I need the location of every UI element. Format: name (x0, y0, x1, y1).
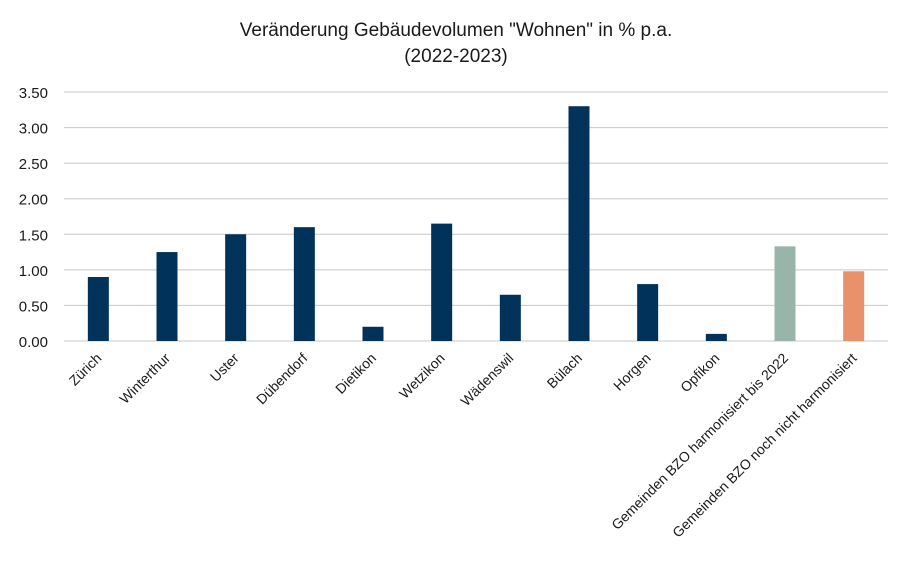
x-tick-label: Dietikon (332, 350, 379, 397)
x-tick-label: Bülach (544, 350, 586, 392)
y-tick-label: 0.50 (19, 298, 48, 315)
bar (293, 227, 315, 341)
x-tick-label: Horgen (610, 350, 654, 394)
y-tick-label: 2.50 (19, 156, 48, 173)
x-tick-label: Zürich (66, 350, 105, 389)
y-tick-label: 1.00 (19, 263, 48, 280)
bar (843, 271, 865, 341)
y-tick-label: 3.50 (19, 85, 48, 102)
y-tick-label: 2.00 (19, 192, 48, 209)
bar (156, 252, 178, 341)
x-axis-ticks: Zürich Winterthur Uster Dübendorf Dietikon We… (66, 350, 860, 541)
x-tick-label: Opfikon (677, 350, 722, 395)
bar (362, 326, 384, 341)
x-tick-label: Wädenswil (457, 350, 516, 409)
bar (499, 294, 521, 341)
x-tick-label: Dübendorf (253, 350, 311, 408)
bar (568, 106, 590, 341)
bar (774, 246, 796, 341)
bars (87, 106, 865, 341)
x-tick-label: Uster (207, 350, 242, 385)
chart-title: Veränderung Gebäudevolumen "Wohnen" in %… (239, 20, 673, 41)
chart-subtitle: (2022-2023) (404, 46, 508, 67)
bar (87, 276, 109, 341)
bar (705, 333, 727, 341)
y-tick-label: 3.00 (19, 121, 48, 138)
y-tick-label: 0.00 (19, 334, 48, 351)
y-tick-label: 1.50 (19, 227, 48, 244)
bar (637, 284, 659, 341)
x-tick-label: Winterthur (116, 350, 173, 407)
y-axis-ticks: 0.00 0.50 1.00 1.50 2.00 2.50 3.00 3.50 (19, 85, 48, 351)
bar (431, 223, 453, 341)
gridlines (64, 91, 888, 342)
x-tick-label: Wetzikon (396, 350, 448, 402)
bar (225, 234, 247, 341)
